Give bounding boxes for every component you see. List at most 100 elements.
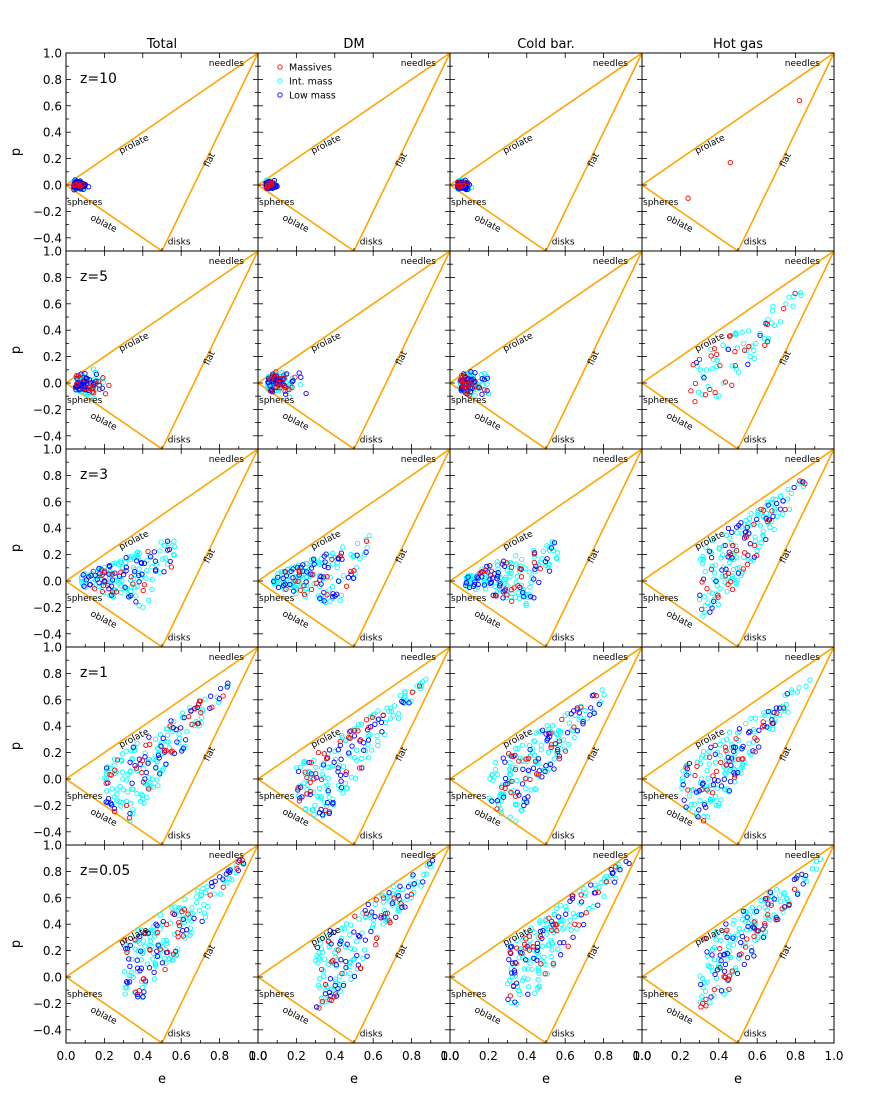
- data-point-low: [82, 182, 88, 188]
- data-point-low: [708, 994, 714, 1000]
- data-point-low: [706, 548, 713, 554]
- data-point-int: [544, 931, 550, 937]
- data-point-low: [225, 680, 231, 686]
- data-point-int: [224, 879, 230, 886]
- data-point-int: [533, 787, 539, 793]
- data-point-low: [744, 914, 750, 920]
- data-point-mas: [347, 735, 353, 741]
- data-point-low: [765, 502, 771, 508]
- data-point-int: [553, 555, 560, 561]
- data-point-low: [739, 933, 746, 940]
- data-point-int: [316, 950, 322, 956]
- data-point-mas: [307, 779, 313, 785]
- data-point-low: [546, 730, 552, 737]
- region-label-flat: flat: [586, 349, 602, 367]
- data-point-mas: [239, 857, 246, 864]
- data-point-mas: [726, 986, 732, 992]
- data-point-int: [752, 715, 759, 721]
- data-point-int: [748, 510, 754, 517]
- data-point-mas: [91, 586, 98, 592]
- data-point-low: [753, 908, 760, 915]
- legend-entry: Int. mass: [289, 77, 333, 88]
- data-point-int: [158, 740, 164, 746]
- data-point-mas: [380, 895, 387, 901]
- data-point-mas: [688, 388, 694, 394]
- data-point-low: [707, 609, 713, 615]
- data-point-int: [395, 711, 401, 717]
- data-point-mas: [296, 798, 303, 804]
- boundary-triangle: [66, 647, 258, 845]
- data-point-mas: [502, 586, 509, 592]
- data-point-mas: [708, 566, 715, 572]
- data-point-int: [310, 807, 316, 813]
- data-point-int: [544, 926, 551, 932]
- data-point-low: [325, 788, 331, 794]
- data-point-low: [138, 965, 145, 971]
- data-point-int: [313, 764, 319, 771]
- data-point-int: [526, 569, 532, 575]
- data-point-low: [698, 981, 704, 988]
- data-point-low: [490, 592, 496, 598]
- data-point-int: [393, 899, 399, 905]
- data-point-int: [535, 759, 541, 765]
- data-point-int: [777, 892, 783, 898]
- data-point-mas: [711, 986, 717, 993]
- data-point-mas: [730, 542, 736, 549]
- data-point-int: [330, 801, 337, 808]
- data-point-int: [764, 510, 770, 516]
- data-point-int: [348, 922, 354, 928]
- data-point-int: [513, 764, 519, 771]
- data-point-low: [152, 558, 159, 564]
- data-point-low: [139, 571, 145, 577]
- region-label-needles: needles: [209, 653, 245, 663]
- region-label-flat: flat: [202, 349, 218, 367]
- data-point-int: [164, 940, 170, 947]
- data-point-mas: [275, 383, 281, 389]
- data-point-int: [125, 789, 131, 795]
- data-point-mas: [538, 961, 544, 967]
- data-point-mas: [702, 936, 708, 942]
- data-point-int: [715, 602, 721, 608]
- data-point-mas: [523, 756, 529, 762]
- data-point-int: [523, 786, 529, 792]
- data-point-int: [323, 987, 329, 993]
- data-point-mas: [348, 568, 354, 575]
- data-point-mas: [726, 758, 732, 764]
- data-point-mas: [308, 759, 314, 766]
- data-point-low: [525, 767, 532, 773]
- data-point-int: [703, 544, 709, 551]
- y-axis-label: p: [9, 742, 24, 750]
- data-point-int: [508, 999, 514, 1006]
- data-point-low: [127, 963, 133, 970]
- data-point-mas: [781, 305, 787, 312]
- data-point-mas: [548, 730, 554, 736]
- data-point-int: [744, 347, 750, 354]
- data-point-int: [108, 570, 115, 576]
- data-point-int: [708, 346, 714, 353]
- data-point-low: [494, 576, 500, 582]
- data-point-low: [726, 788, 733, 794]
- data-point-int: [554, 550, 561, 556]
- data-point-mas: [311, 776, 317, 782]
- y-axis-label: p: [9, 544, 24, 552]
- region-label-spheres: spheres: [67, 990, 103, 1000]
- y-tick-label: 1.0: [43, 47, 62, 61]
- data-point-low: [563, 911, 569, 917]
- data-point-low: [465, 574, 471, 580]
- data-point-int: [710, 537, 716, 544]
- data-point-int: [323, 999, 329, 1005]
- data-point-int: [765, 915, 771, 921]
- data-point-mas: [782, 506, 788, 513]
- data-point-mas: [141, 976, 147, 982]
- region-label-oblate: oblate: [473, 411, 503, 433]
- data-point-int: [765, 338, 771, 344]
- data-point-int: [494, 562, 501, 568]
- data-point-mas: [281, 372, 287, 378]
- data-point-int: [319, 949, 325, 955]
- region-label-prolate: prolate: [118, 529, 151, 553]
- data-point-low: [551, 766, 557, 772]
- data-point-mas: [741, 347, 748, 353]
- data-point-low: [310, 556, 317, 562]
- data-point-low: [338, 756, 344, 762]
